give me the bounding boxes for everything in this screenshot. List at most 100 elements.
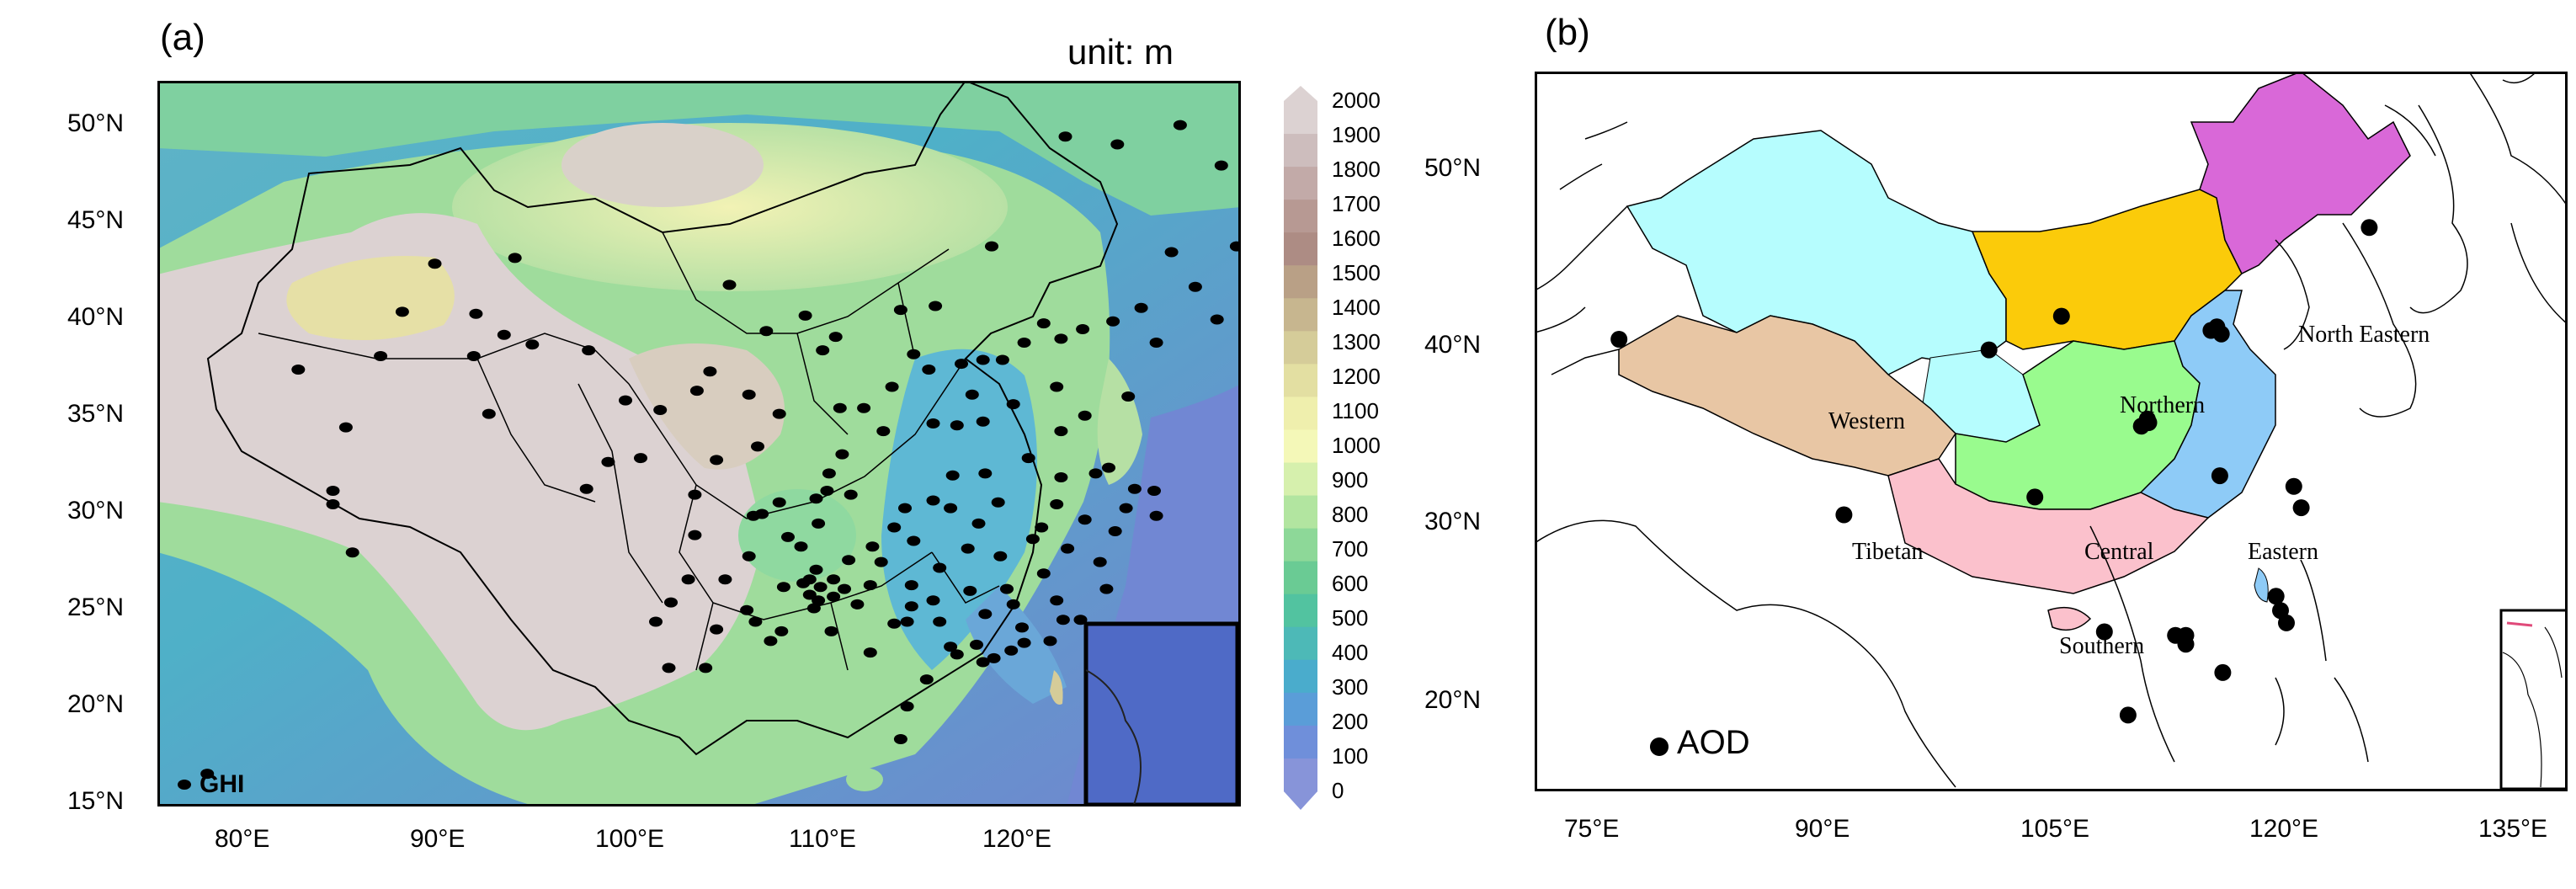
ghi-station-marker — [326, 499, 340, 509]
aod-station-marker — [2267, 588, 2285, 605]
ghi-station-marker — [1214, 160, 1228, 171]
ghi-station-marker — [965, 389, 979, 400]
ghi-station-marker — [926, 595, 940, 606]
region-label-western: Western — [1828, 408, 1906, 434]
ghi-station-marker — [582, 345, 596, 356]
ghi-station-marker — [740, 604, 754, 615]
colorbar-segment — [1284, 364, 1317, 397]
ghi-station-marker — [1017, 338, 1031, 348]
ghi-station-marker — [850, 599, 865, 610]
ghi-station-marker — [922, 365, 936, 375]
ghi-station-marker — [1093, 556, 1107, 567]
colorbar-segment — [1284, 331, 1317, 365]
colorbar-tick-label: 1100 — [1332, 398, 1379, 423]
ghi-station-marker — [900, 616, 914, 627]
ghi-station-marker — [1078, 410, 1092, 421]
colorbar-segment — [1284, 397, 1317, 430]
ghi-station-marker — [338, 422, 353, 433]
panel-b-lat-tick-20: 20°N — [1424, 686, 1482, 714]
region-label-tibetan: Tibetan — [1852, 539, 1924, 565]
ghi-station-marker — [1054, 472, 1068, 482]
ghi-station-marker — [827, 591, 841, 602]
ghi-station-marker — [664, 597, 678, 608]
ghi-station-marker — [950, 649, 964, 660]
ghi-station-marker — [1015, 622, 1029, 633]
ghi-station-marker — [1076, 324, 1090, 334]
ghi-station-marker — [634, 453, 647, 464]
ghi-station-marker — [1188, 281, 1202, 292]
ghi-station-marker — [1056, 615, 1070, 625]
aod-station-marker — [2278, 614, 2295, 631]
ghi-station-marker — [874, 556, 888, 567]
colorbar-tick-label: 1900 — [1332, 122, 1381, 147]
ghi-station-marker — [887, 522, 902, 533]
colorbar-segment — [1284, 298, 1317, 332]
ghi-station-marker — [1000, 583, 1014, 594]
ghi-station-marker — [774, 625, 789, 636]
ghi-station-marker — [688, 489, 702, 500]
ghi-station-marker — [820, 486, 834, 496]
colorbar-tick-label: 1500 — [1332, 260, 1381, 285]
panel-b-legend-text: AOD — [1677, 724, 1750, 761]
colorbar-tick-label: 1300 — [1332, 329, 1381, 354]
ghi-station-marker — [1036, 318, 1051, 329]
panel-a-lat-tick-20: 20°N — [67, 690, 125, 718]
panel-b-lon-tick-75: 75°E — [1564, 815, 1620, 843]
ghi-station-marker — [1110, 139, 1125, 150]
ghi-station-marker — [469, 308, 483, 319]
ghi-station-marker — [976, 416, 990, 427]
ghi-station-marker — [710, 455, 724, 466]
colorbar-segment — [1284, 134, 1317, 168]
panel-b-lon-tick-105: 105°E — [2020, 815, 2090, 843]
ghi-station-marker — [710, 624, 724, 635]
ghi-station-marker — [688, 530, 702, 540]
colorbar-segment — [1284, 200, 1317, 233]
ghi-station-marker — [703, 366, 717, 377]
ghi-station-marker — [1054, 333, 1068, 344]
ghi-station-marker — [601, 456, 615, 467]
aod-station-marker — [1835, 506, 1853, 524]
ghi-station-marker — [776, 582, 790, 593]
ghi-station-marker — [822, 468, 836, 479]
ghi-station-marker — [812, 595, 826, 606]
ghi-station-marker — [1099, 583, 1114, 594]
ghi-station-marker — [970, 639, 983, 650]
ghi-station-marker — [893, 305, 907, 316]
ghi-station-marker — [1149, 338, 1163, 348]
ghi-station-marker — [971, 518, 986, 529]
ghi-station-marker — [794, 541, 808, 552]
ghi-station-marker — [893, 734, 907, 744]
ghi-station-marker — [1050, 381, 1064, 392]
ghi-station-marker — [929, 301, 943, 311]
ghi-station-marker — [1050, 499, 1064, 509]
panel-a-lon-tick-110: 110°E — [789, 825, 856, 853]
region-label-north-eastern: North Eastern — [2298, 322, 2430, 348]
ghi-station-marker — [1006, 399, 1020, 410]
ghi-station-marker — [722, 279, 737, 290]
ghi-station-marker — [200, 769, 215, 780]
ghi-station-marker — [828, 332, 843, 343]
colorbar-segment — [1284, 101, 1317, 135]
ghi-station-marker — [1035, 522, 1049, 533]
ghi-station-marker — [898, 503, 912, 514]
colorbar-segment — [1284, 758, 1317, 792]
colorbar-tick-label: 900 — [1332, 467, 1369, 492]
ghi-station-marker — [1004, 645, 1019, 656]
colorbar-tick-label: 1000 — [1332, 433, 1381, 458]
colorbar-tick-label: 700 — [1332, 536, 1369, 562]
colorbar-tick-label: 500 — [1332, 605, 1369, 631]
ghi-station-marker — [1210, 314, 1224, 325]
colorbar-tick-label: 600 — [1332, 571, 1369, 596]
aod-station-marker — [2095, 623, 2113, 641]
panel-b-lat-tick-30: 30°N — [1424, 508, 1482, 535]
panel-a-lat-tick-25: 25°N — [67, 594, 125, 621]
ghi-station-marker — [944, 503, 958, 514]
colorbar-tick-label: 1200 — [1332, 364, 1381, 389]
colorbar-segment — [1284, 626, 1317, 661]
colorbar-tick-label: 1700 — [1332, 191, 1381, 216]
colorbar-segment — [1284, 725, 1317, 759]
panel-a-stations — [178, 120, 1241, 790]
ghi-station-marker — [976, 657, 990, 668]
colorbar-tick-label: 2000 — [1332, 88, 1381, 113]
ghi-station-marker — [1054, 426, 1068, 437]
